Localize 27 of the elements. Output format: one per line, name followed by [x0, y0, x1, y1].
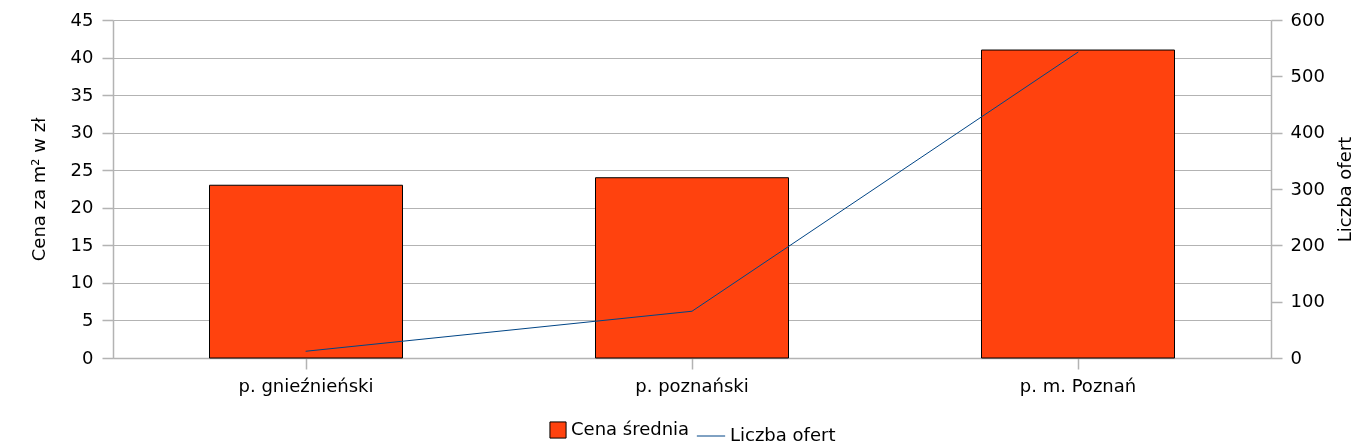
bar — [209, 184, 403, 359]
y2-tick-label: 500 — [1290, 64, 1325, 86]
x-tick-label: p. poznański — [635, 374, 749, 396]
y2-tick-label: 200 — [1290, 233, 1325, 255]
y-tick-label: 25 — [70, 158, 94, 180]
y-tick-label: 15 — [70, 233, 94, 255]
y2-tick-label: 0 — [1290, 346, 1302, 368]
y-tick-label: 10 — [70, 271, 94, 293]
bar — [595, 177, 789, 359]
y-tick-label: 45 — [70, 8, 94, 30]
y-axis-title: Cena za m² w zł — [27, 116, 49, 262]
x-tick-label: p. m. Poznań — [1019, 374, 1137, 396]
legend-label: Liczba ofert — [730, 424, 836, 445]
y2-tick-label: 400 — [1290, 121, 1325, 143]
y-tick-label: 30 — [70, 121, 94, 143]
x-tick-label: p. gnieźnieński — [238, 374, 374, 396]
y2-tick-label: 300 — [1290, 177, 1325, 199]
y2-tick-label: 600 — [1290, 8, 1325, 30]
bar — [981, 49, 1175, 359]
y-tick-label: 20 — [70, 196, 94, 218]
y2-axis-title: Liczba ofert — [1333, 136, 1355, 243]
y-tick-label: 5 — [82, 308, 94, 330]
y-tick-label: 35 — [70, 83, 94, 105]
y-tick-label: 0 — [82, 346, 94, 368]
y-tick-label: 40 — [70, 46, 94, 68]
legend-label: Cena średnia — [571, 418, 690, 439]
y2-tick-label: 100 — [1290, 290, 1325, 312]
